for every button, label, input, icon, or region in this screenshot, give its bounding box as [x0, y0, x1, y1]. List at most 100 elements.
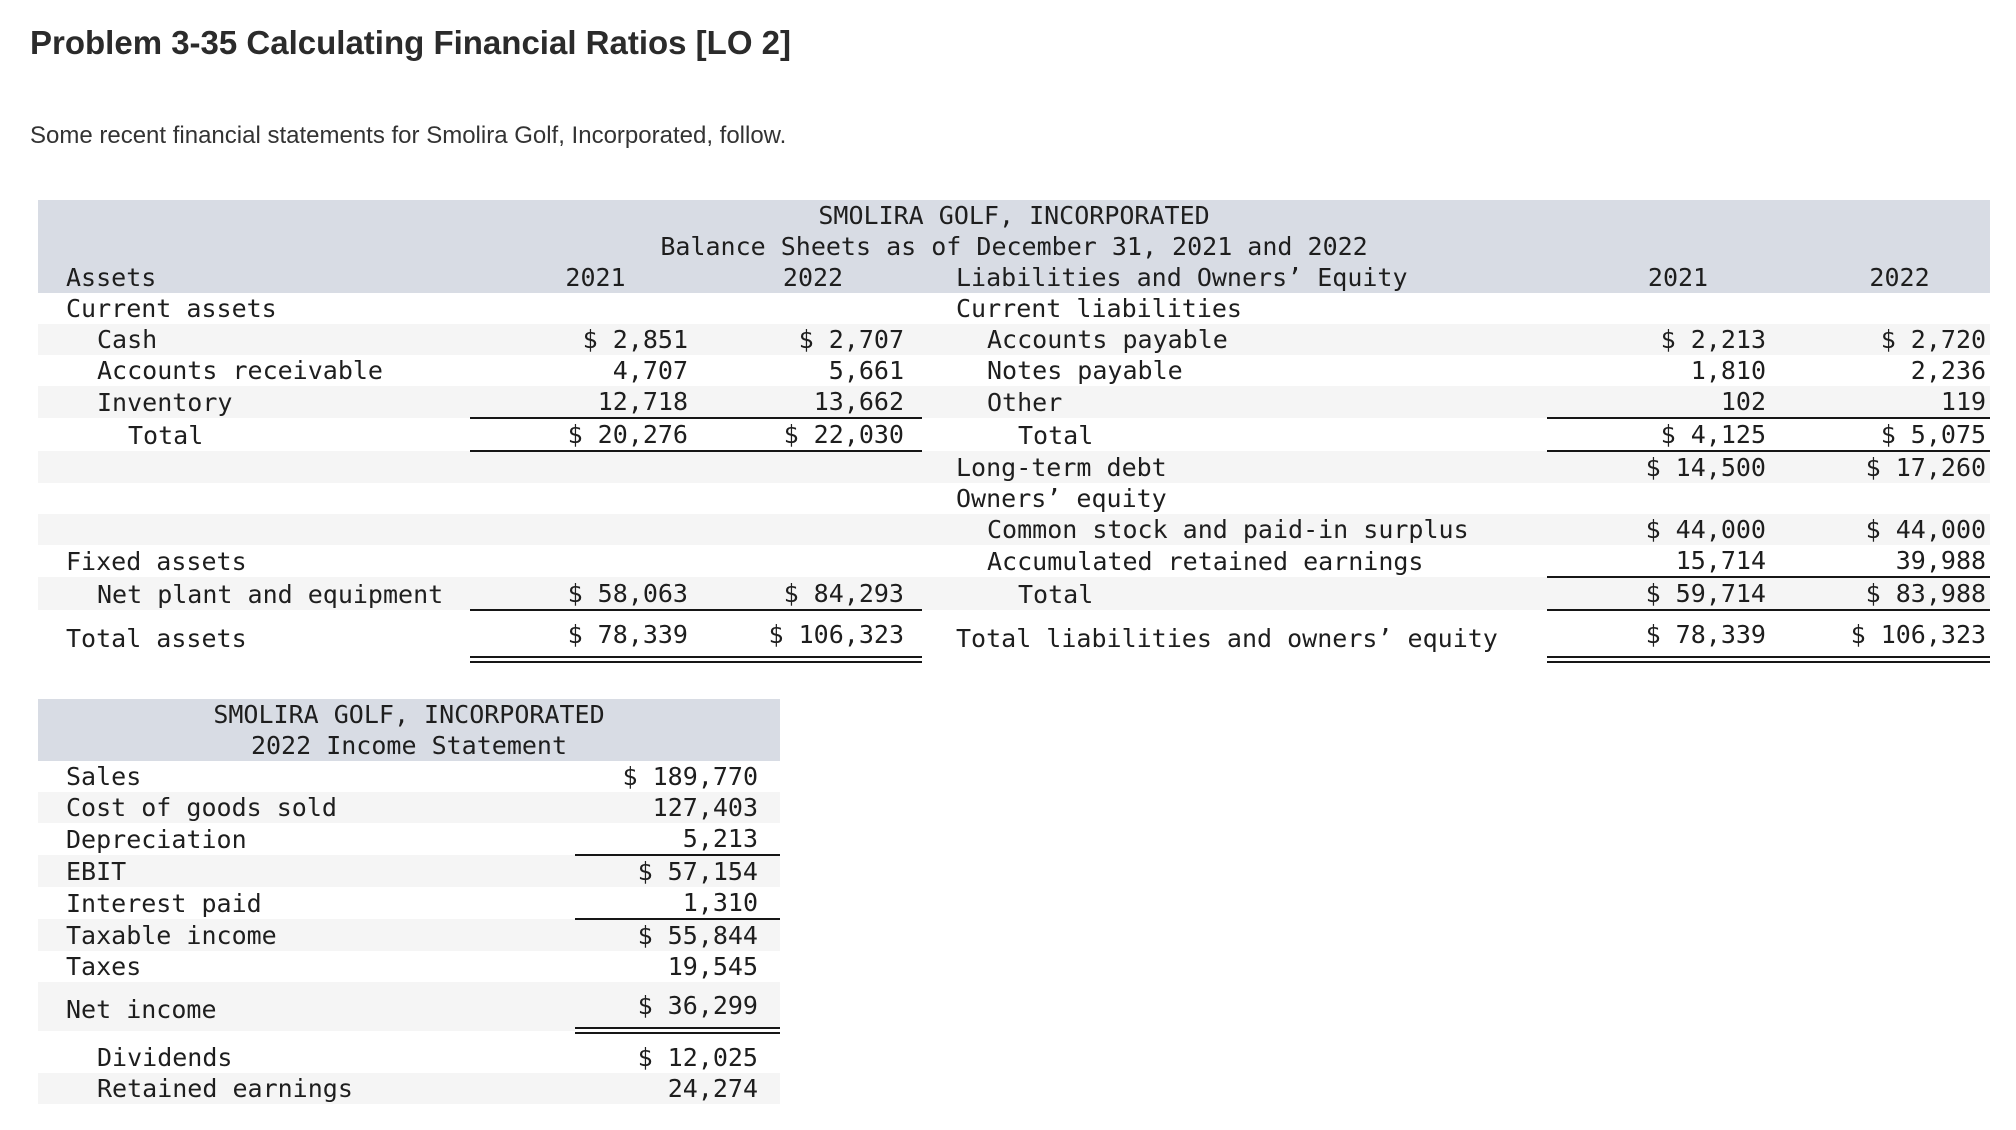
is-value: $ 55,844 [637, 921, 758, 950]
bs-liab-2022-value: $ 106,323 [1770, 610, 1991, 663]
bs-asset-label: Cash [97, 325, 158, 354]
bs-liab-2022-value: 39,988 [1770, 545, 1991, 578]
bs-liab-2021-value: $ 59,714 [1547, 577, 1770, 611]
bs-assets-2022-header: 2022 [692, 262, 922, 293]
is-label: Depreciation [66, 825, 247, 854]
bs-asset-label: Net plant and equipment [97, 580, 444, 609]
intro-text: Some recent financial statements for Smo… [30, 122, 787, 149]
bs-asset-2022-value: 5,661 [828, 356, 904, 385]
bs-asset-label: Current assets [66, 294, 277, 323]
bs-asset-2022-value: $ 106,323 [692, 610, 922, 663]
income-statement-table: SMOLIRA GOLF, INCORPORATED 2022 Income S… [38, 699, 780, 1104]
bs-asset-2022-value: $ 22,030 [692, 418, 922, 452]
bs-asset-2022-value: 13,662 [692, 386, 922, 419]
bs-assets-2021-header: 2021 [470, 262, 692, 293]
bs-liab-2022-value: $ 44,000 [1865, 515, 1987, 544]
table-row: Dividends $ 12,025 [38, 1031, 780, 1074]
balance-sheet-table: SMOLIRA GOLF, INCORPORATED Balance Sheet… [38, 200, 1991, 663]
is-value: $ 36,299 [575, 982, 780, 1034]
table-row: Inventory 12,718 13,662 Other 102 119 [38, 386, 1991, 419]
bs-liab-label: Owners’ equity [956, 484, 1167, 513]
bs-liab-2022-value [1770, 483, 1990, 514]
is-value: 127,403 [652, 793, 758, 822]
bs-asset-2021-value: $ 2,851 [582, 325, 688, 354]
bs-liab-label: Total [1018, 580, 1094, 609]
bs-liab-2021-value [1547, 483, 1770, 514]
bs-assets-header: Assets [38, 262, 470, 293]
table-row: Interest paid 1,310 [38, 887, 780, 920]
bs-liab-label: Current liabilities [956, 294, 1242, 323]
table-row: Accounts receivable 4,707 5,661 Notes pa… [38, 355, 1990, 386]
table-row: Owners’ equity [38, 483, 1990, 514]
bs-liab-label: Accounts payable [987, 325, 1228, 354]
bs-liabilities-header: Liabilities and Owners’ Equity [922, 262, 1547, 293]
bs-asset-2022-value [692, 293, 922, 324]
is-value: 5,213 [575, 823, 780, 856]
bs-liab-label: Accumulated retained earnings [987, 547, 1424, 576]
is-label: Net income [66, 994, 217, 1024]
bs-asset-2021-value: $ 58,063 [470, 577, 692, 611]
bs-asset-2021-value: 12,718 [470, 386, 692, 419]
table-row: Common stock and paid-in surplus $ 44,00… [38, 514, 1991, 545]
table-row: Sales $ 189,770 [38, 761, 780, 792]
bs-liab-2022-value: 2,236 [1910, 356, 1987, 385]
table-row: Depreciation 5,213 [38, 823, 780, 856]
bs-liab-label: Common stock and paid-in surplus [987, 515, 1469, 544]
is-label: Interest paid [66, 889, 262, 918]
bs-asset-2022-value [692, 545, 922, 577]
problem-page: Problem 3-35 Calculating Financial Ratio… [0, 24, 2016, 1104]
bs-asset-2021-value [470, 451, 692, 483]
table-row: Long-term debt $ 14,500 $ 17,260 [38, 451, 1991, 483]
bs-liab-2022-value: $ 2,720 [1880, 325, 1987, 354]
bs-liab-2021-value: $ 14,500 [1645, 453, 1766, 482]
bs-asset-label [38, 483, 470, 514]
is-label: Cost of goods sold [66, 793, 337, 822]
bs-asset-2021-value [470, 293, 692, 324]
bs-asset-label: Accounts receivable [97, 356, 383, 385]
bs-asset-2021-value [470, 545, 692, 577]
table-row: Cost of goods sold 127,403 [38, 792, 780, 823]
bs-subtitle-row: Balance Sheets as of December 31, 2021 a… [38, 231, 1991, 262]
is-label: Retained earnings [97, 1074, 353, 1103]
bs-liab-2021-value [1547, 293, 1770, 324]
bs-liab-2021-value: 1,810 [1690, 356, 1766, 385]
bs-asset-label: Total [128, 421, 204, 450]
bs-liab-2021-value: $ 78,339 [1547, 610, 1770, 663]
bs-liab-2021-value: $ 4,125 [1547, 418, 1770, 452]
bs-asset-2021-value: $ 20,276 [470, 418, 692, 452]
is-label: EBIT [66, 857, 127, 886]
bs-asset-2021-value [470, 483, 692, 514]
bs-subtitle: Balance Sheets as of December 31, 2021 a… [38, 231, 1991, 262]
table-row: EBIT $ 57,154 [38, 855, 780, 887]
bs-column-header-row: Assets 2021 2022 Liabilities and Owners’… [38, 262, 1991, 293]
is-label: Taxable income [66, 921, 277, 950]
bs-asset-2022-value: $ 84,293 [692, 577, 922, 611]
bs-asset-label [38, 514, 470, 545]
is-subtitle: 2022 Income Statement [38, 730, 780, 761]
table-row: Taxable income $ 55,844 [38, 919, 780, 951]
bs-liab-2021-value: $ 44,000 [1645, 515, 1766, 544]
bs-liab-2022-value: 119 [1770, 386, 1991, 419]
table-row: Fixed assets Accumulated retained earnin… [38, 545, 1991, 578]
bs-company-name: SMOLIRA GOLF, INCORPORATED [38, 200, 1991, 231]
bs-asset-label: Total assets [66, 623, 247, 653]
table-row: Total assets $ 78,339 $ 106,323 Total li… [38, 610, 1991, 663]
bs-liab-2022-header: 2022 [1770, 262, 1991, 293]
bs-asset-label: Inventory [97, 388, 233, 417]
is-value: 19,545 [667, 952, 758, 981]
bs-company-row: SMOLIRA GOLF, INCORPORATED [38, 200, 1991, 231]
bs-liab-label: Total [1018, 421, 1094, 450]
bs-liab-2021-header: 2021 [1547, 262, 1770, 293]
bs-liab-2022-value: $ 17,260 [1865, 453, 1987, 482]
is-label: Sales [66, 762, 142, 791]
bs-liab-2022-value [1770, 293, 1990, 324]
is-company-row: SMOLIRA GOLF, INCORPORATED [38, 699, 780, 730]
bs-asset-2021-value: $ 78,339 [470, 610, 692, 663]
is-value: $ 12,025 [637, 1043, 758, 1072]
bs-asset-2022-value [692, 483, 922, 514]
bs-asset-label [38, 451, 470, 483]
bs-liab-label: Long-term debt [956, 453, 1167, 482]
is-label: Taxes [66, 952, 142, 981]
page-title: Problem 3-35 Calculating Financial Ratio… [30, 24, 791, 61]
table-row: Net income $ 36,299 [38, 982, 780, 1034]
